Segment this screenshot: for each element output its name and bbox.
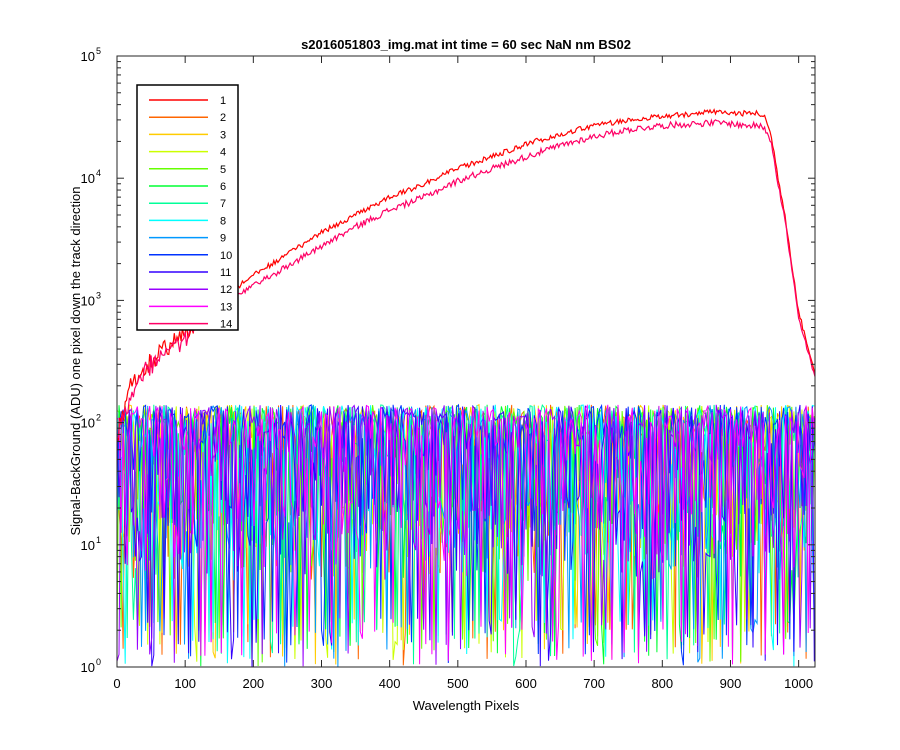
y-tick-exponent: 0 <box>96 657 101 667</box>
x-tick-label: 400 <box>379 676 401 691</box>
legend-label: 13 <box>220 301 232 313</box>
legend-label: 8 <box>220 215 226 227</box>
x-tick-label: 900 <box>720 676 742 691</box>
x-tick-label: 200 <box>242 676 264 691</box>
x-axis-label: Wavelength Pixels <box>413 698 520 713</box>
y-tick-exponent: 1 <box>96 535 101 545</box>
legend-label: 5 <box>220 164 226 176</box>
y-tick-label: 10 <box>81 49 95 64</box>
legend-label: 9 <box>220 233 226 245</box>
noise-series-layer <box>117 403 815 667</box>
legend-label: 11 <box>220 267 231 279</box>
legend-label: 2 <box>220 112 226 124</box>
y-tick-label: 10 <box>81 538 95 553</box>
x-tick-label: 700 <box>583 676 605 691</box>
x-tick-label: 100 <box>174 676 196 691</box>
legend-label: 7 <box>220 198 226 210</box>
x-tick-label: 1000 <box>784 676 813 691</box>
axes-box <box>116 55 816 668</box>
legend-label: 3 <box>220 129 226 141</box>
y-axis-label: Signal-BackGround (ADU) one pixel down t… <box>68 186 83 535</box>
series-line-13 <box>117 404 815 665</box>
legend-label: 4 <box>220 147 226 159</box>
y-tick-exponent: 4 <box>96 168 101 178</box>
x-tick-label: 500 <box>447 676 469 691</box>
legend-label: 1 <box>220 95 226 107</box>
legend-label: 6 <box>220 181 226 193</box>
plot-area <box>117 108 815 667</box>
x-tick-label: 300 <box>311 676 333 691</box>
y-tick-exponent: 3 <box>96 290 101 300</box>
x-tick-label: 600 <box>515 676 537 691</box>
x-tick-label: 0 <box>113 676 120 691</box>
legend-label: 12 <box>220 284 232 296</box>
y-tick-exponent: 5 <box>96 46 101 56</box>
y-tick-label: 10 <box>81 660 95 675</box>
y-tick-label: 10 <box>81 416 95 431</box>
legend-label: 10 <box>220 250 232 262</box>
x-tick-label: 800 <box>651 676 673 691</box>
y-tick-exponent: 2 <box>96 413 101 423</box>
y-tick-label: 10 <box>81 171 95 186</box>
legend-label: 14 <box>220 319 232 331</box>
y-tick-label: 10 <box>81 293 95 308</box>
chart-title: s2016051803_img.mat int time = 60 sec Na… <box>301 37 631 52</box>
x-axis: 0 100 200 300 400 500 600 700 800 900 1000 <box>113 56 813 691</box>
series-line-8 <box>117 404 815 667</box>
